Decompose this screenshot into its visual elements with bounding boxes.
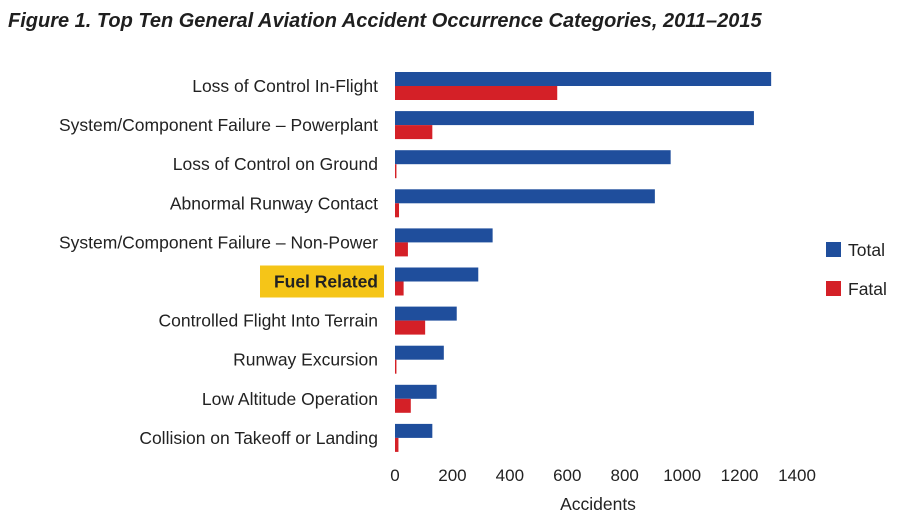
bar-total-collision-on-takeoff-or-landing	[395, 423, 433, 438]
legend-swatch-total	[826, 242, 841, 257]
bar-total-system-component-failure-non-power	[395, 228, 493, 243]
x-tick-label-600: 600	[553, 466, 581, 485]
bar-total-low-altitude-operation	[395, 384, 437, 399]
bar-fatal-loss-of-control-on-ground	[395, 164, 397, 179]
bar-fatal-system-component-failure-non-power	[395, 242, 408, 257]
x-tick-label-800: 800	[611, 466, 639, 485]
bar-fatal-loss-of-control-in-flight	[395, 86, 558, 100]
bar-fatal-system-component-failure-powerplant	[395, 125, 433, 140]
bar-total-loss-of-control-in-flight	[395, 72, 772, 86]
bar-fatal-controlled-flight-into-terrain	[395, 320, 426, 335]
category-label-runway-excursion: Runway Excursion	[233, 350, 378, 370]
category-label-loss-of-control-in-flight: Loss of Control In-Flight	[192, 76, 378, 96]
x-tick-label-1400: 1400	[778, 466, 816, 485]
category-label-loss-of-control-on-ground: Loss of Control on Ground	[173, 154, 378, 174]
x-tick-label-0: 0	[390, 466, 399, 485]
category-highlight-fuel-related	[260, 265, 384, 298]
category-label-abnormal-runway-contact: Abnormal Runway Contact	[170, 193, 378, 213]
bar-fatal-runway-excursion	[395, 359, 397, 374]
bar-fatal-fuel-related	[395, 281, 404, 296]
legend-label-total: Total	[848, 240, 885, 260]
legend-label-fatal: Fatal	[848, 279, 887, 299]
chart-title: Figure 1. Top Ten General Aviation Accid…	[8, 10, 762, 32]
category-label-system-component-failure-powerplant: System/Component Failure – Powerplant	[59, 115, 378, 135]
bar-fatal-collision-on-takeoff-or-landing	[395, 437, 399, 452]
bar-total-controlled-flight-into-terrain	[395, 306, 457, 321]
x-tick-label-1000: 1000	[663, 466, 701, 485]
bar-total-system-component-failure-powerplant	[395, 111, 754, 126]
legend-swatch-fatal	[826, 281, 841, 296]
x-tick-label-200: 200	[438, 466, 466, 485]
bar-fatal-abnormal-runway-contact	[395, 203, 400, 218]
bar-total-abnormal-runway-contact	[395, 189, 655, 204]
bar-total-fuel-related	[395, 267, 479, 282]
bar-total-runway-excursion	[395, 345, 444, 360]
x-tick-label-400: 400	[496, 466, 524, 485]
category-label-system-component-failure-non-power: System/Component Failure – Non-Power	[59, 232, 378, 252]
category-label-fuel-related: Fuel Related	[274, 272, 378, 292]
category-label-collision-on-takeoff-or-landing: Collision on Takeoff or Landing	[139, 428, 378, 448]
bar-total-loss-of-control-on-ground	[395, 150, 671, 165]
x-tick-label-1200: 1200	[721, 466, 759, 485]
x-axis-label: Accidents	[560, 494, 636, 514]
category-label-low-altitude-operation: Low Altitude Operation	[202, 389, 378, 409]
category-label-controlled-flight-into-terrain: Controlled Flight Into Terrain	[158, 311, 378, 331]
bar-fatal-low-altitude-operation	[395, 398, 411, 413]
